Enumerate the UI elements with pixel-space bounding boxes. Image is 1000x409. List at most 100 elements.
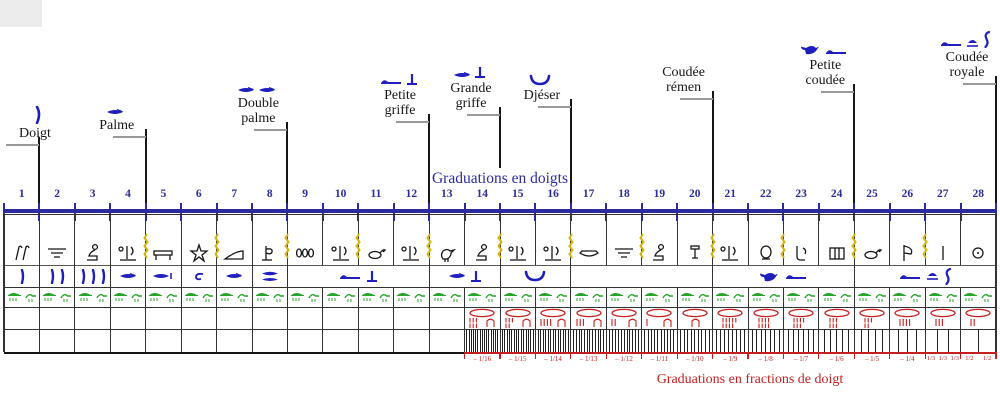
table-column-border: [393, 214, 395, 265]
table-column-border: [180, 214, 182, 265]
deity-hieroglyph-icon: [110, 239, 145, 263]
table-column-border: [747, 214, 749, 265]
fraction-graduation-tick: [719, 329, 721, 352]
green-count-hieroglyph-icon: [39, 289, 74, 306]
unit-sign-hieroglyph-icon: [500, 266, 571, 286]
green-count-hieroglyph-icon: [146, 289, 181, 306]
fraction-graduation-tick: [506, 329, 508, 352]
ruler-tick: [747, 203, 749, 221]
unit-sign-hieroglyph-icon: [110, 266, 145, 286]
table-column-border: [818, 214, 820, 265]
table-column-border: [3, 287, 5, 352]
digit-number: 24: [830, 188, 843, 200]
fraction-graduation-tick: [511, 329, 513, 352]
yellow-separator-mark-icon: [638, 233, 646, 259]
fraction-graduation-tick: [525, 329, 527, 352]
yellow-separator-mark-icon: [779, 233, 787, 259]
table-column-border: [109, 287, 111, 352]
green-count-hieroglyph-icon: [854, 289, 889, 306]
fraction-graduation-tick: [516, 329, 517, 352]
table-column-border: [180, 287, 182, 352]
ruler-tick: [534, 203, 537, 221]
table-column-border: [712, 287, 714, 352]
fraction-graduation-tick: [573, 329, 575, 352]
table-column-border: [818, 287, 820, 352]
fraction-boundary-tick: [853, 352, 855, 359]
fraction-graduation-tick: [527, 329, 529, 352]
deity-hieroglyph-icon: [535, 239, 570, 263]
unit-pointer-line-petite-griffe: [428, 114, 431, 209]
ruler-tick: [321, 203, 324, 221]
table-column-border: [251, 265, 253, 287]
yellow-separator-mark-icon: [354, 233, 362, 259]
table-column-border: [286, 287, 288, 352]
fraction-graduation-tick: [683, 329, 685, 352]
unit-sign-hieroglyph-icon: [854, 266, 996, 286]
table-column-border: [995, 265, 997, 287]
table-column-border: [322, 287, 324, 352]
fraction-graduation-tick: [501, 329, 503, 352]
fraction-label: 1/2: [965, 355, 974, 362]
fraction-zone-red-border: [464, 352, 996, 354]
unit-hieroglyph-palme-icon: [80, 98, 150, 116]
fraction-label: – 1/6: [829, 355, 844, 363]
deity-hieroglyph-icon: [323, 239, 358, 263]
green-count-hieroglyph-icon: [606, 289, 641, 306]
yellow-separator-mark-icon: [709, 233, 717, 259]
fraction-graduation-tick: [847, 329, 849, 352]
digit-number: 16: [547, 188, 559, 200]
yellow-separator-mark-icon: [567, 233, 575, 259]
fraction-graduation-tick: [557, 329, 559, 352]
deity-hieroglyph-icon: [642, 239, 677, 263]
fraction-label: 1/3: [950, 355, 959, 362]
fraction-graduation-tick: [977, 329, 979, 352]
fraction-graduation-tick: [484, 329, 485, 352]
table-column-border: [712, 265, 714, 287]
fraction-graduation-tick: [774, 329, 776, 352]
table-column-border: [605, 287, 607, 352]
unit-sign-hieroglyph-icon: [39, 266, 74, 286]
unit-leader-line-petite-griffe: [396, 121, 430, 123]
digit-number: 9: [302, 188, 308, 200]
fraction-graduation-tick: [663, 329, 665, 352]
ruler-tick: [392, 203, 395, 221]
fraction-graduation-tick: [542, 329, 544, 352]
unit-sign-hieroglyph-icon: [252, 266, 287, 286]
fraction-cartouche-icon: [713, 308, 748, 329]
digit-number: 6: [195, 188, 202, 200]
yellow-separator-mark-icon: [142, 233, 150, 259]
ruler-tick: [428, 203, 431, 221]
digit-number: 21: [724, 188, 737, 200]
caption-graduations-fractions: Graduations en fractions de doigt: [656, 372, 844, 387]
table-bottom-border: [4, 352, 465, 354]
digit-number: 13: [441, 188, 453, 200]
unit-pointer-line-djeser: [569, 99, 572, 209]
ruler-tick: [888, 203, 891, 221]
fraction-graduation-tick: [617, 329, 619, 352]
green-count-hieroglyph-icon: [783, 289, 818, 306]
table-column-border: [145, 265, 147, 287]
fraction-cartouche-icon: [642, 308, 677, 329]
ruler-tick: [463, 203, 466, 221]
unit-sign-hieroglyph-icon: [217, 266, 252, 286]
table-column-border: [747, 287, 749, 352]
green-count-hieroglyph-icon: [642, 289, 677, 306]
fraction-graduation-tick: [537, 329, 539, 352]
yellow-separator-mark-icon: [213, 233, 221, 259]
unit-sign-hieroglyph-icon: [181, 266, 216, 286]
fraction-graduation-tick: [868, 329, 869, 352]
deity-hieroglyph-icon: [75, 239, 110, 263]
unit-label-djeser: Djéser: [509, 88, 575, 103]
ruler-tick: [73, 203, 76, 221]
unit-label-line: Petite: [384, 88, 417, 103]
ruler-tick: [711, 203, 714, 221]
yellow-separator-mark-icon: [425, 233, 433, 259]
fraction-graduation-tick: [594, 329, 596, 352]
table-column-border: [853, 265, 855, 287]
deity-hieroglyph-icon: [358, 239, 393, 263]
fraction-graduation-tick: [626, 329, 628, 352]
fraction-graduation-tick: [657, 329, 659, 352]
unit-hieroglyph-petite-griffe-icon: [363, 68, 433, 86]
fraction-graduation-tick: [555, 329, 557, 352]
